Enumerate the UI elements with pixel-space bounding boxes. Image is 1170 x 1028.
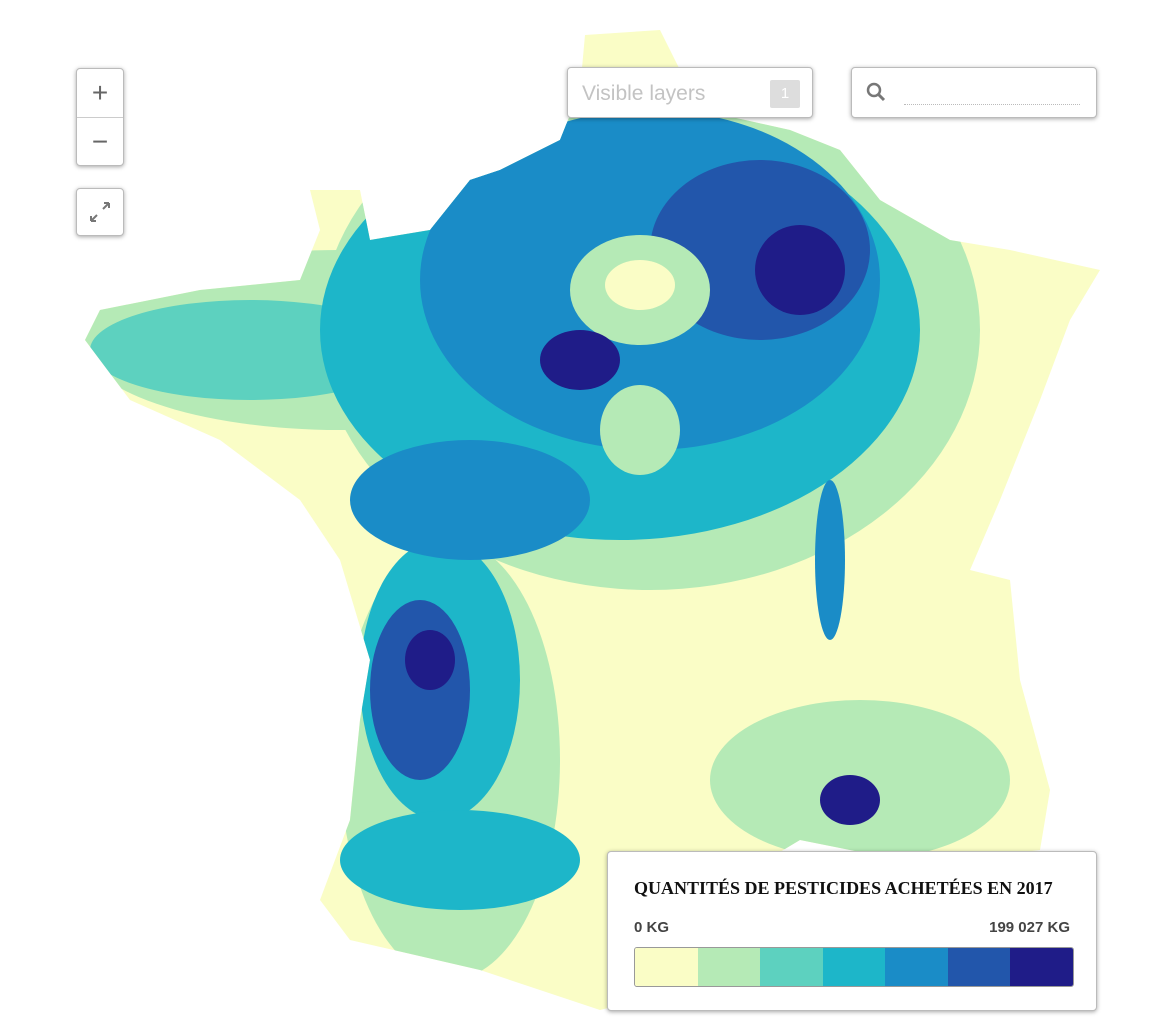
legend-swatch (1010, 948, 1073, 986)
search-box[interactable] (851, 67, 1097, 118)
legend-title: QUANTITÉS DE PESTICIDES ACHETÉES EN 2017 (634, 878, 1053, 898)
legend-swatch (822, 948, 886, 986)
legend-swatch (697, 948, 761, 986)
legend: QUANTITÉS DE PESTICIDES ACHETÉES EN 2017… (607, 851, 1097, 1011)
zoom-in[interactable]: + (91, 77, 109, 108)
legend-scale (634, 947, 1074, 987)
layers-label: Visible layers (582, 82, 706, 105)
zoom-out[interactable]: − (77, 117, 123, 166)
layers-count: 1 (770, 80, 800, 108)
search-icon (866, 82, 886, 102)
fullscreen-icon (90, 202, 110, 222)
legend-swatch (885, 948, 948, 986)
legend-swatch (760, 948, 823, 986)
layers-control[interactable]: Visible layers 1 (567, 67, 813, 118)
fullscreen-button[interactable] (76, 188, 124, 236)
legend-swatch (947, 948, 1011, 986)
zoom-control: + − (76, 68, 124, 166)
search-input[interactable] (904, 104, 1080, 105)
legend-swatch (635, 948, 698, 986)
legend-min: 0 KG (634, 919, 670, 936)
legend-max: 199 027 KG (989, 919, 1070, 936)
